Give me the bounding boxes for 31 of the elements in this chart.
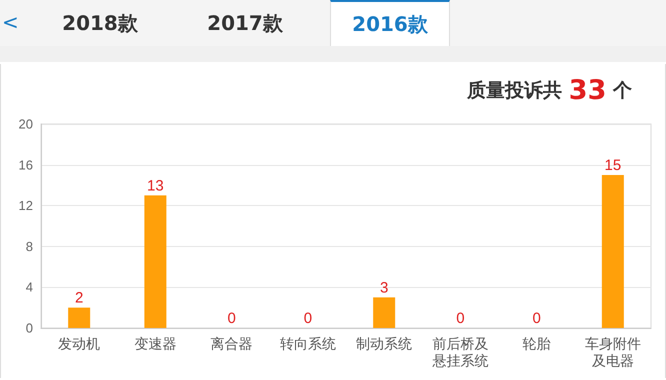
y-tick-label: 8 (26, 238, 33, 254)
data-label: 2 (74, 290, 84, 307)
data-label: 0 (456, 310, 465, 327)
bar (68, 308, 90, 328)
x-tick-label: 前后桥及悬挂系统 (431, 336, 488, 370)
x-tick-label: 制动系统 (356, 336, 412, 352)
data-label: 15 (604, 157, 622, 174)
text: < (2, 10, 19, 34)
y-tick-label: 16 (18, 157, 33, 172)
x-tick-label: 轮胎 (522, 336, 551, 352)
x-tick-label: 车身附件及电器 (584, 336, 641, 370)
x-tick-label: 发动机 (58, 336, 100, 352)
data-label: 0 (304, 310, 312, 327)
data-label: 0 (532, 310, 541, 327)
chart-title: 质量投诉共 33 个 (466, 75, 633, 106)
text: 2018款 (61, 10, 139, 36)
y-tick-label: 20 (18, 116, 33, 132)
data-label: 0 (227, 310, 236, 327)
x-tick-label: 离合器 (210, 336, 253, 352)
bar (602, 175, 624, 328)
text: 2016款 (330, 0, 450, 47)
data-label: 3 (380, 279, 388, 296)
bar (144, 195, 166, 328)
bar (373, 297, 396, 328)
text: 2017款 (206, 10, 284, 36)
y-tick-label: 12 (18, 198, 33, 214)
data-label: 13 (147, 177, 164, 194)
x-tick-label: 转向系统 (280, 336, 336, 352)
x-tick-label: 变速器 (134, 336, 176, 352)
y-tick-label: 4 (26, 280, 33, 295)
y-tick-label: 0 (26, 320, 33, 336)
